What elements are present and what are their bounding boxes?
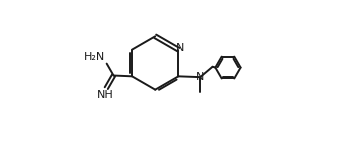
Text: H₂N: H₂N xyxy=(84,52,105,62)
Text: NH: NH xyxy=(97,90,114,100)
Text: N: N xyxy=(176,43,185,53)
Text: N: N xyxy=(196,72,204,82)
